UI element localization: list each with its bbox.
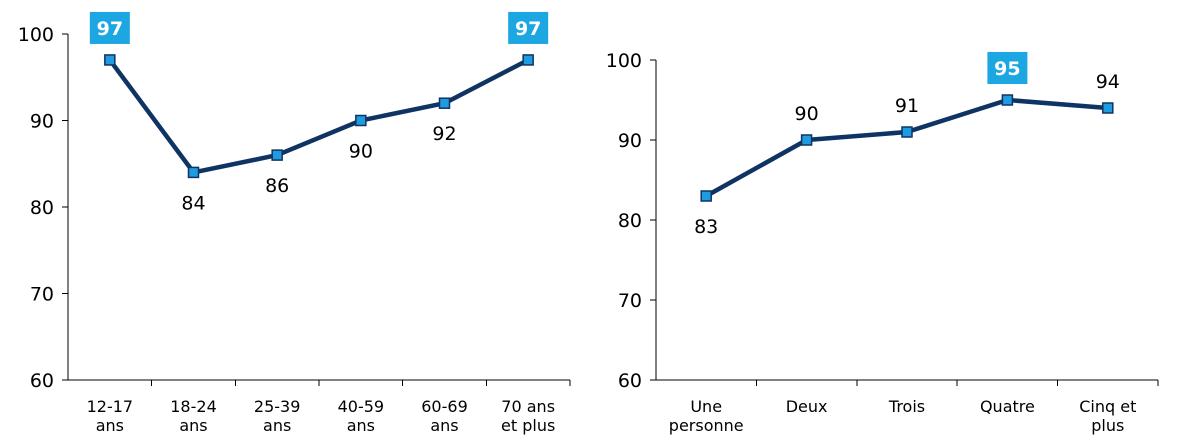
household-data-point: [1102, 102, 1114, 114]
household-data-point: [800, 134, 813, 146]
household-data-point: [700, 190, 712, 202]
household-data-label: 90: [795, 103, 819, 125]
household-data-label-highlight-box: [987, 52, 1028, 84]
age-x-tick-label: 12-17 ans: [87, 397, 134, 435]
household-y-tick-label: 100: [606, 50, 642, 72]
age-y-tick-label: 70: [30, 284, 54, 306]
age-y-tick-label: 90: [30, 111, 54, 133]
household-data-label: 95: [994, 58, 1020, 80]
age-x-tick-label: 70 ans et plus: [501, 397, 555, 435]
age-data-point: [271, 149, 283, 161]
age-x-tick-label: 40-59 ans: [338, 397, 385, 435]
household-y-tick-label: 70: [618, 290, 642, 312]
household-data-label: 94: [1096, 71, 1120, 93]
age-data-label: 84: [181, 192, 205, 214]
age-group-line-chart: 60 70 80 90 100 12-17 ans 18-24 ans 25-39 ans 40-59…: [18, 11, 571, 435]
household-x-tick-label: Une personne: [669, 397, 744, 435]
age-y-tick-label: 60: [30, 370, 54, 392]
age-data-point: [355, 114, 367, 127]
age-data-label-highlight-box: [508, 11, 549, 44]
age-series-line: [107, 57, 531, 175]
household-x-tick-label: Cinq et plus: [1079, 397, 1136, 435]
age-x-tick-label: 25-39 ans: [254, 397, 301, 435]
age-data-label-highlight-box: [89, 11, 130, 44]
age-data-point: [438, 97, 451, 109]
age-x-tick-label: 18-24 ans: [170, 397, 217, 435]
household-data-point: [1001, 94, 1014, 106]
age-data-label: 86: [265, 175, 289, 197]
age-data-label: 90: [349, 141, 373, 163]
household-x-tick-label: Trois: [888, 397, 925, 416]
household-data-label: 83: [694, 216, 718, 238]
age-data-point: [104, 54, 116, 66]
age-data-point: [187, 166, 200, 179]
age-data-point: [522, 54, 534, 66]
household-x-tick-label: Quatre: [980, 397, 1035, 416]
household-size-line-chart: 60 70 80 90 100 Une personne Deux Trois Quatre Cin…: [606, 50, 1159, 435]
age-data-label: 97: [97, 18, 123, 40]
household-data-point: [901, 126, 913, 138]
household-x-tick-label: Deux: [786, 397, 828, 416]
age-x-tick-label: 60-69 ans: [421, 397, 468, 435]
household-y-tick-label: 80: [618, 210, 642, 232]
age-data-label: 92: [432, 123, 456, 145]
age-data-label: 97: [515, 18, 541, 40]
household-y-tick-label: 60: [618, 370, 642, 392]
household-data-label: 91: [895, 95, 919, 117]
age-y-tick-label: 100: [18, 24, 54, 46]
age-y-tick-label: 80: [30, 197, 54, 219]
household-y-tick-label: 90: [618, 130, 642, 152]
